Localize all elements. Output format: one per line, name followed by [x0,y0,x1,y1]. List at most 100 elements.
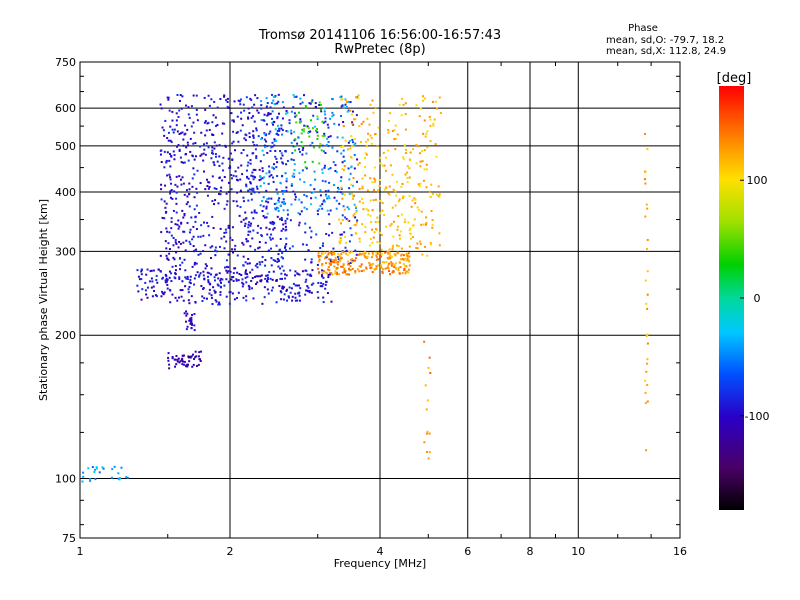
data-point [412,148,415,151]
data-point [371,241,374,244]
data-point [223,284,226,287]
data-point [425,222,428,225]
data-point [223,231,226,234]
data-point [302,146,305,149]
data-point [339,239,342,242]
data-point [371,181,374,184]
data-point [140,270,143,273]
data-point [246,275,249,278]
x-axis-label: Frequency [MHz] [334,557,426,570]
data-point [292,145,295,148]
data-point [188,193,191,196]
data-point [261,256,264,259]
data-point [324,120,327,123]
data-point [338,255,341,258]
data-point [210,294,213,297]
data-point [192,353,195,356]
data-point [188,231,191,234]
data-point [395,180,398,183]
data-point [248,135,251,138]
data-point [252,178,255,181]
data-point [270,174,273,177]
data-point [372,188,375,191]
data-point [645,449,648,452]
data-point [378,178,381,181]
data-point [646,333,649,336]
data-point [159,103,162,106]
data-point [406,165,409,168]
data-point [328,181,331,184]
data-point [230,112,233,115]
data-point [184,132,187,135]
data-point [268,113,271,116]
data-point [322,301,325,304]
data-point [185,310,188,313]
data-point [186,221,189,224]
data-point [348,250,351,253]
data-point [341,104,344,107]
data-point [178,133,181,136]
data-point [185,189,188,192]
data-point [203,297,206,300]
data-point [168,231,171,234]
data-point [249,224,252,227]
data-point [388,251,391,254]
data-point [305,208,308,211]
data-point [270,264,273,267]
data-point [431,192,434,195]
data-point [222,169,225,172]
data-point [376,144,379,147]
data-point [394,137,397,140]
data-point [277,100,280,103]
data-point [193,313,196,316]
data-point [333,253,336,256]
data-point [232,174,235,177]
data-point [190,295,193,298]
data-point [236,254,239,257]
data-point [239,98,242,101]
data-point [185,239,188,242]
data-point [303,124,306,127]
data-point [393,128,396,131]
data-point [378,184,381,187]
data-point [235,131,238,134]
data-point [185,320,188,323]
data-point [153,290,156,293]
data-point [275,157,278,160]
data-point [213,203,216,206]
data-point [411,236,414,239]
data-point [206,122,209,125]
data-point [414,198,417,201]
data-point [197,355,200,358]
data-point [204,134,207,137]
x-tick-label: 6 [464,545,471,558]
data-point [369,103,372,106]
data-point [255,211,258,214]
data-point [404,128,407,131]
data-point [392,235,395,238]
data-point [218,245,221,248]
data-point [646,342,649,345]
data-point [271,121,274,124]
data-point [431,223,434,226]
data-point [255,283,258,286]
data-point [309,144,312,147]
data-point [263,286,266,289]
data-point [355,206,358,209]
data-point [426,432,429,435]
data-point [319,108,322,111]
data-point [321,244,324,247]
data-point [111,468,114,471]
data-point [358,270,361,273]
data-point [247,284,250,287]
data-point [266,198,269,201]
data-point [438,244,441,247]
data-point [202,143,205,146]
data-point [429,118,432,121]
data-point [186,141,189,144]
data-point [408,268,411,271]
data-point [645,247,648,250]
data-point [389,224,392,227]
data-point [185,203,188,206]
data-point [322,150,325,153]
